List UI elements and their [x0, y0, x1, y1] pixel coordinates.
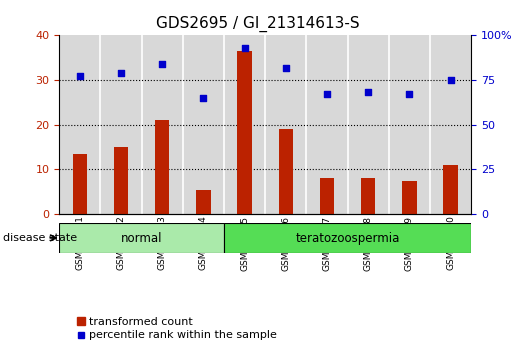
Bar — [306, 35, 348, 214]
Text: disease state: disease state — [3, 233, 77, 243]
Bar — [142, 35, 183, 214]
Point — [405, 91, 414, 96]
Bar — [114, 147, 128, 214]
Bar — [402, 181, 417, 214]
Bar — [183, 35, 224, 214]
Bar — [265, 35, 306, 214]
Bar — [224, 223, 471, 253]
Bar — [320, 178, 334, 214]
Bar — [73, 154, 87, 214]
Legend: transformed count, percentile rank within the sample: transformed count, percentile rank withi… — [73, 313, 282, 345]
Point — [447, 77, 455, 83]
Point — [117, 70, 125, 76]
Point — [199, 95, 208, 101]
Bar — [100, 35, 142, 214]
Bar — [443, 165, 458, 214]
Point — [364, 89, 372, 95]
Bar — [59, 35, 100, 214]
Bar — [155, 120, 169, 214]
Bar — [361, 177, 375, 214]
Text: teratozoospermia: teratozoospermia — [296, 232, 400, 245]
Point — [282, 65, 290, 70]
Point — [76, 73, 84, 79]
Bar — [279, 129, 293, 214]
Bar — [348, 35, 389, 214]
Bar — [59, 223, 224, 253]
Bar — [196, 190, 211, 214]
Point — [241, 45, 249, 51]
Point — [323, 91, 331, 96]
Point — [158, 61, 166, 67]
Text: GDS2695 / GI_21314613-S: GDS2695 / GI_21314613-S — [156, 16, 359, 32]
Bar — [224, 35, 265, 214]
Bar — [237, 51, 252, 214]
Bar — [389, 35, 430, 214]
Bar — [430, 35, 471, 214]
Text: normal: normal — [121, 232, 162, 245]
